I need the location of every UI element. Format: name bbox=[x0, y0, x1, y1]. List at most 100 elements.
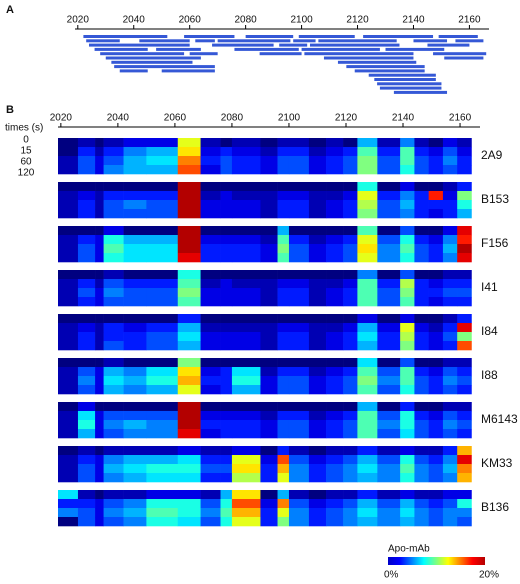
heatmap-cell bbox=[288, 411, 310, 421]
heatmap-cell bbox=[343, 138, 358, 148]
heatmap-cell bbox=[400, 314, 415, 324]
heatmap-cell bbox=[288, 446, 310, 456]
heatmap-cell bbox=[400, 253, 415, 263]
heatmap-cell bbox=[442, 200, 458, 210]
heatmap-cell bbox=[103, 429, 124, 439]
heatmap-cell bbox=[277, 226, 290, 236]
peptide-bar bbox=[88, 43, 190, 47]
heatmap-cell bbox=[326, 429, 344, 439]
heatmap-cell bbox=[231, 182, 261, 192]
heatmap-cell bbox=[400, 182, 415, 192]
peptide-bar bbox=[374, 78, 436, 81]
heatmap-cell bbox=[457, 323, 472, 333]
heatmap-cell bbox=[220, 517, 233, 527]
heatmap-cell bbox=[177, 147, 201, 157]
heatmap-cell bbox=[288, 464, 310, 474]
heatmap-cell bbox=[288, 209, 310, 219]
peptide-bar bbox=[114, 65, 215, 69]
heatmap-cell bbox=[58, 270, 79, 280]
heatmap-cell bbox=[95, 165, 104, 175]
heatmap-cell bbox=[457, 446, 472, 456]
heatmap-cell bbox=[177, 138, 201, 148]
heatmap-cell bbox=[103, 490, 124, 500]
heatmap-cell bbox=[442, 464, 458, 474]
heatmap-cell bbox=[123, 191, 147, 201]
peptide-bar bbox=[354, 69, 425, 73]
heatmap-cell bbox=[428, 508, 444, 518]
heatmap-cell bbox=[231, 279, 261, 289]
heatmap-cell bbox=[95, 182, 104, 192]
heatmap-cell bbox=[177, 358, 201, 368]
heatmap-cell bbox=[260, 191, 278, 201]
heatmap-cell bbox=[457, 464, 472, 474]
heatmap-cell bbox=[288, 341, 310, 351]
heatmap-cell bbox=[428, 429, 444, 439]
heatmap-cell bbox=[357, 200, 378, 210]
heatmap-cell bbox=[77, 499, 96, 509]
heatmap-cell bbox=[457, 209, 472, 219]
heatmap-cell bbox=[414, 182, 429, 192]
heatmap-cell bbox=[95, 288, 104, 298]
heatmap-cell bbox=[77, 411, 96, 421]
peptide-bar bbox=[184, 35, 235, 38]
heatmap-cell bbox=[231, 341, 261, 351]
heatmap-cell bbox=[326, 490, 344, 500]
heatmap-cell bbox=[400, 420, 415, 430]
heatmap-cell bbox=[123, 156, 147, 166]
heatmap-cell bbox=[442, 473, 458, 483]
colorbar-max-label: 20% bbox=[479, 570, 499, 581]
heatmap-cell bbox=[414, 376, 429, 386]
heatmap-cell bbox=[377, 376, 401, 386]
heatmap-cell bbox=[231, 209, 261, 219]
heatmap-cell bbox=[288, 385, 310, 395]
heatmap-cell bbox=[220, 385, 233, 395]
peptide-bar bbox=[318, 39, 397, 43]
heatmap-cell bbox=[95, 156, 104, 166]
heatmap-cell bbox=[277, 508, 290, 518]
heatmap-cell bbox=[146, 429, 179, 439]
heatmap-cell bbox=[357, 517, 378, 527]
heatmap-cell bbox=[377, 244, 401, 254]
heatmap-cell bbox=[326, 235, 344, 245]
heatmap-cell bbox=[103, 446, 124, 456]
heatmap-cell bbox=[288, 367, 310, 377]
heatmap-cell bbox=[288, 270, 310, 280]
heatmap-cell bbox=[58, 508, 79, 518]
heatmap-cell bbox=[414, 385, 429, 395]
heatmap-cell bbox=[326, 358, 344, 368]
heatmap-cell bbox=[414, 332, 429, 342]
heatmap-cell bbox=[308, 323, 327, 333]
heatmap-cell bbox=[177, 499, 201, 509]
heatmap-cell bbox=[177, 235, 201, 245]
heatmap-cell bbox=[220, 279, 233, 289]
heatmap-cell bbox=[357, 376, 378, 386]
heatmap-cell bbox=[220, 420, 233, 430]
heatmap-cell bbox=[146, 508, 179, 518]
heatmap-cell bbox=[326, 270, 344, 280]
heatmap-cell bbox=[77, 138, 96, 148]
heatmap-cell bbox=[326, 138, 344, 148]
heatmap-cell bbox=[200, 455, 221, 465]
heatmap-cell bbox=[77, 147, 96, 157]
heatmap-cell bbox=[260, 200, 278, 210]
heatmap-cell bbox=[308, 244, 327, 254]
heatmap-cell bbox=[457, 156, 472, 166]
heatmap-cell bbox=[77, 473, 96, 483]
peptide-bar bbox=[438, 35, 478, 38]
heatmap-cell bbox=[377, 288, 401, 298]
heatmap-cell bbox=[343, 499, 358, 509]
heatmap-cell bbox=[260, 209, 278, 219]
heatmap-cell bbox=[357, 332, 378, 342]
heatmap-cell bbox=[95, 323, 104, 333]
heatmap-cell bbox=[343, 182, 358, 192]
heatmap-cell bbox=[326, 253, 344, 263]
peptide-bar bbox=[234, 47, 299, 51]
heatmap-cell bbox=[200, 200, 221, 210]
heatmap-cell bbox=[58, 402, 79, 412]
heatmap-cell bbox=[177, 420, 201, 430]
heatmap-cell bbox=[277, 156, 290, 166]
heatmap-cell bbox=[260, 455, 278, 465]
peptide-bar bbox=[105, 56, 201, 60]
peptide-bar bbox=[195, 39, 215, 43]
heatmap-cell bbox=[177, 288, 201, 298]
